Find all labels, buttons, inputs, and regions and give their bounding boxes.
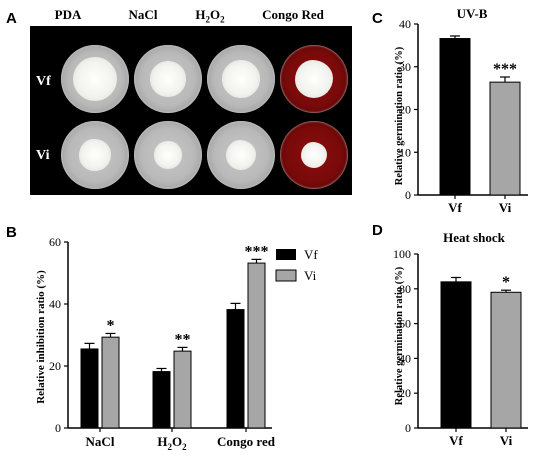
h2o2-o: O — [210, 7, 221, 22]
panel-letter-d: D — [372, 222, 383, 239]
chart-b-vf-bar — [152, 371, 171, 429]
chart-b-vf-bar — [226, 309, 245, 429]
dish-vf-congo-red — [280, 45, 348, 113]
panel-letter-b: B — [6, 224, 17, 241]
colony-vf-h2o2 — [222, 60, 260, 98]
row-label-vf: Vf — [36, 74, 51, 89]
chart-d-ylabel: Relative germination ratio (%) — [394, 266, 405, 405]
chart-b-vi-bar — [173, 350, 192, 429]
chart-c-vi-significance: *** — [493, 61, 517, 78]
colony-vi-pda — [79, 139, 111, 171]
h2o2-sub-2a: 2 — [205, 14, 211, 25]
petri-dish-photo: Vf Vi — [30, 26, 352, 195]
chart-c-ytick-label: 0 — [405, 188, 411, 202]
chart-b-vi-significance: ** — [175, 331, 191, 348]
xlabel-sub2b: 2 — [182, 442, 187, 452]
chart-d-ytick-label: 100 — [393, 247, 411, 261]
chart-c-ylabel: Relative germination ratio (%) — [394, 46, 405, 185]
chart-d-vf-bar — [440, 281, 472, 429]
chart-b-vi-bar — [101, 336, 120, 429]
chart-b-ytick-label: 60 — [49, 235, 61, 249]
colony-vi-congo-red — [301, 142, 327, 168]
chart-b-ytick-label: 40 — [49, 297, 61, 311]
chart-d-title: Heat shock — [443, 230, 506, 245]
chart-d-ytick-label: 40 — [399, 351, 411, 365]
chart-d-ytick-label: 20 — [399, 386, 411, 400]
legend-swatch-vi — [275, 269, 297, 282]
panel-letter-c: C — [372, 10, 383, 27]
panel-letter-a: A — [6, 10, 17, 27]
chart-c-vf-bar — [439, 38, 471, 196]
chart-c-xlabel: Vi — [499, 200, 512, 215]
dish-vf-h2o2 — [207, 45, 275, 113]
chart-c-ytick-label: 30 — [399, 60, 411, 74]
chart-d-ytick-label: 0 — [405, 421, 411, 435]
chart-b-xlabel-nacl: NaCl — [86, 434, 115, 449]
dish-vi-pda — [61, 121, 129, 189]
chart-d-xlabel: Vf — [449, 433, 463, 448]
column-label-nacl: NaCl — [128, 7, 158, 22]
chart-b-xlabel-congo-red: Congo red — [217, 434, 276, 449]
chart-b-ytick-label: 20 — [49, 359, 61, 373]
colony-vi-h2o2 — [226, 140, 256, 170]
colony-vf-pda — [72, 56, 118, 102]
chart-b-vi-significance: * — [107, 317, 115, 334]
chart-b-ytick-label: 0 — [55, 421, 61, 435]
chart-b-vi-significance: *** — [245, 243, 269, 260]
legend-label-vf: Vf — [304, 247, 318, 262]
chart-d-vi-significance: * — [502, 274, 510, 291]
colony-vi-nacl — [154, 141, 182, 169]
xlabel-o: O — [172, 434, 182, 449]
column-label-h2o2: H2O2 — [175, 7, 245, 25]
chart-c-ytick-label: 20 — [399, 103, 411, 117]
h2o2-h: H — [195, 7, 206, 22]
chart-d-ytick-label: 80 — [399, 282, 411, 296]
row-label-vi: Vi — [36, 148, 50, 163]
chart-c-title: UV-B — [457, 6, 488, 21]
chart-d-vi-bar — [490, 291, 522, 429]
legend-swatch-vf — [276, 249, 296, 260]
chart-c-xlabel: Vf — [448, 200, 462, 215]
dish-vi-nacl — [134, 121, 202, 189]
chart-c-ytick-label: 10 — [399, 145, 411, 159]
chart-b-vi-bar — [247, 262, 266, 429]
dish-vi-congo-red — [280, 121, 348, 189]
dish-vi-h2o2 — [207, 121, 275, 189]
xlabel-h: H — [157, 434, 167, 449]
chart-c-vi-bar — [489, 81, 521, 196]
chart-b-vf-bar — [80, 348, 99, 429]
chart-b-ylabel: Relative inhibition ratio (%) — [35, 270, 47, 404]
h2o2-sub-2b: 2 — [220, 14, 225, 25]
chart-c-ytick-label: 40 — [399, 17, 411, 31]
column-label-pda: PDA — [54, 7, 82, 22]
chart-d-xlabel: Vi — [500, 433, 513, 448]
chart-d-ytick-label: 60 — [399, 317, 411, 331]
dish-vf-nacl — [134, 45, 202, 113]
colony-vf-congo-red — [295, 60, 333, 98]
chart-b-xlabel-h2o2: H2O2 — [157, 434, 187, 452]
column-label-congo-red: Congo Red — [262, 7, 324, 22]
colony-vf-nacl — [150, 61, 186, 97]
dish-vf-pda — [61, 45, 129, 113]
legend-label-vi: Vi — [304, 268, 317, 283]
xlabel-sub2a: 2 — [168, 442, 173, 452]
